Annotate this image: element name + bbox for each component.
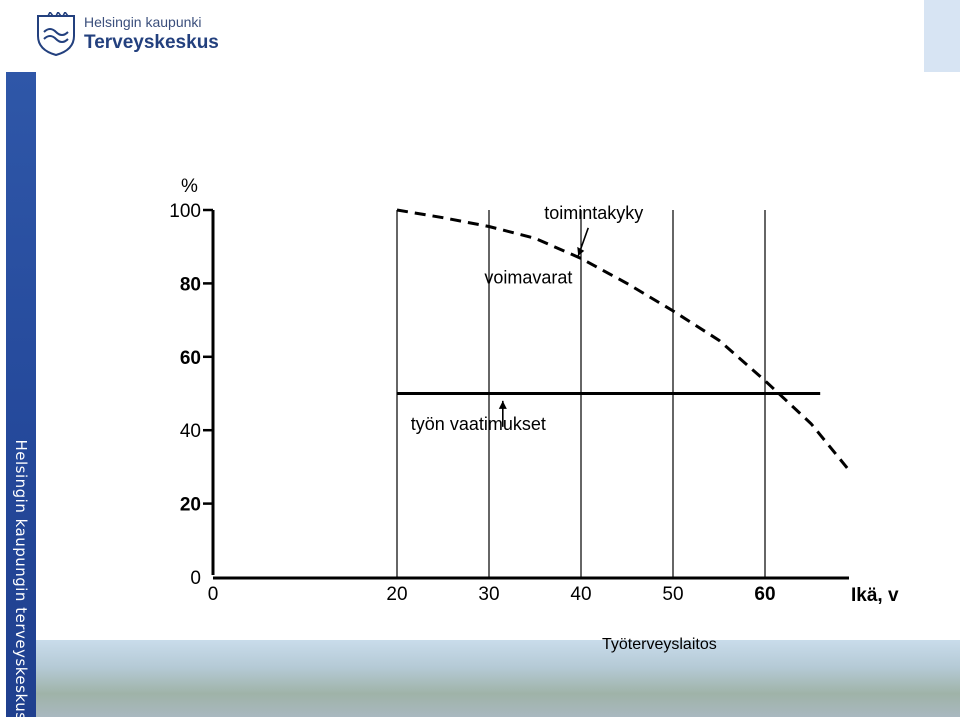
x-tick-label-50: 50	[662, 584, 683, 605]
x-tick-label-40: 40	[570, 584, 591, 605]
y-tick-label-100: 100	[169, 201, 201, 222]
annotation-arrowhead-työn-vaatimukset	[498, 400, 507, 409]
bottom-photo-strip	[36, 640, 960, 717]
y-tick-label-0: 0	[190, 568, 201, 589]
annotation-työn-vaatimukset: työn vaatimukset	[411, 414, 546, 434]
org-name-line1: Helsingin kaupunki	[84, 14, 202, 30]
city-crest-icon	[37, 12, 75, 56]
corner-decoration	[924, 0, 960, 72]
x-tick-label-60: 60	[754, 584, 775, 605]
y-tick-label-80: 80	[180, 274, 201, 295]
footer-credit: Työterveyslaitos	[602, 636, 717, 653]
logo: Helsingin kaupunki Terveyskeskus	[36, 12, 236, 60]
y-tick-label-40: 40	[180, 421, 201, 442]
annotation-voimavarat: voimavarat	[484, 267, 572, 287]
annotation-arrowhead-toimintakyky	[577, 246, 585, 256]
x-tick-label-0: 0	[208, 584, 219, 605]
annotation-toimintakyky: toimintakyky	[544, 203, 643, 223]
y-tick-label-60: 60	[180, 348, 201, 369]
x-tick-label-30: 30	[478, 584, 499, 605]
org-name-line2: Terveyskeskus	[84, 32, 219, 53]
x-tick-label-20: 20	[386, 584, 407, 605]
y-tick-label-20: 20	[180, 495, 201, 516]
left-brand-band	[6, 72, 36, 717]
x-axis-label: Ikä, v	[851, 585, 899, 606]
y-unit-label: %	[181, 176, 198, 197]
